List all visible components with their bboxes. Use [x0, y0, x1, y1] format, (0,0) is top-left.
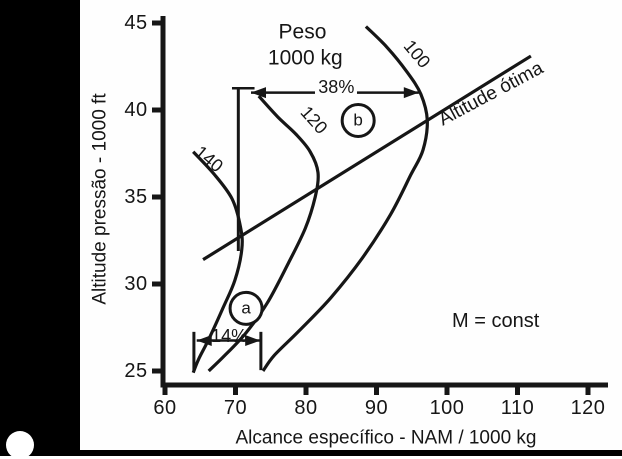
arrow-38-right-head-icon	[403, 87, 419, 99]
scan-hole-punch-dot	[6, 431, 34, 459]
scan-bottom-black-band	[0, 450, 622, 456]
marker-b-circle	[340, 102, 376, 138]
arrow-14-right-head-icon	[245, 335, 261, 347]
weight-curve-100	[261, 25, 429, 372]
optimum-altitude-line	[202, 54, 532, 261]
scan-left-black-band	[0, 0, 80, 456]
weight-curve-140	[191, 150, 244, 374]
arrow-14-left-head-icon	[196, 335, 212, 347]
marker-a-circle	[228, 290, 264, 326]
weight-curve-120	[207, 95, 320, 373]
arrow-38-left-head-icon	[251, 87, 267, 99]
